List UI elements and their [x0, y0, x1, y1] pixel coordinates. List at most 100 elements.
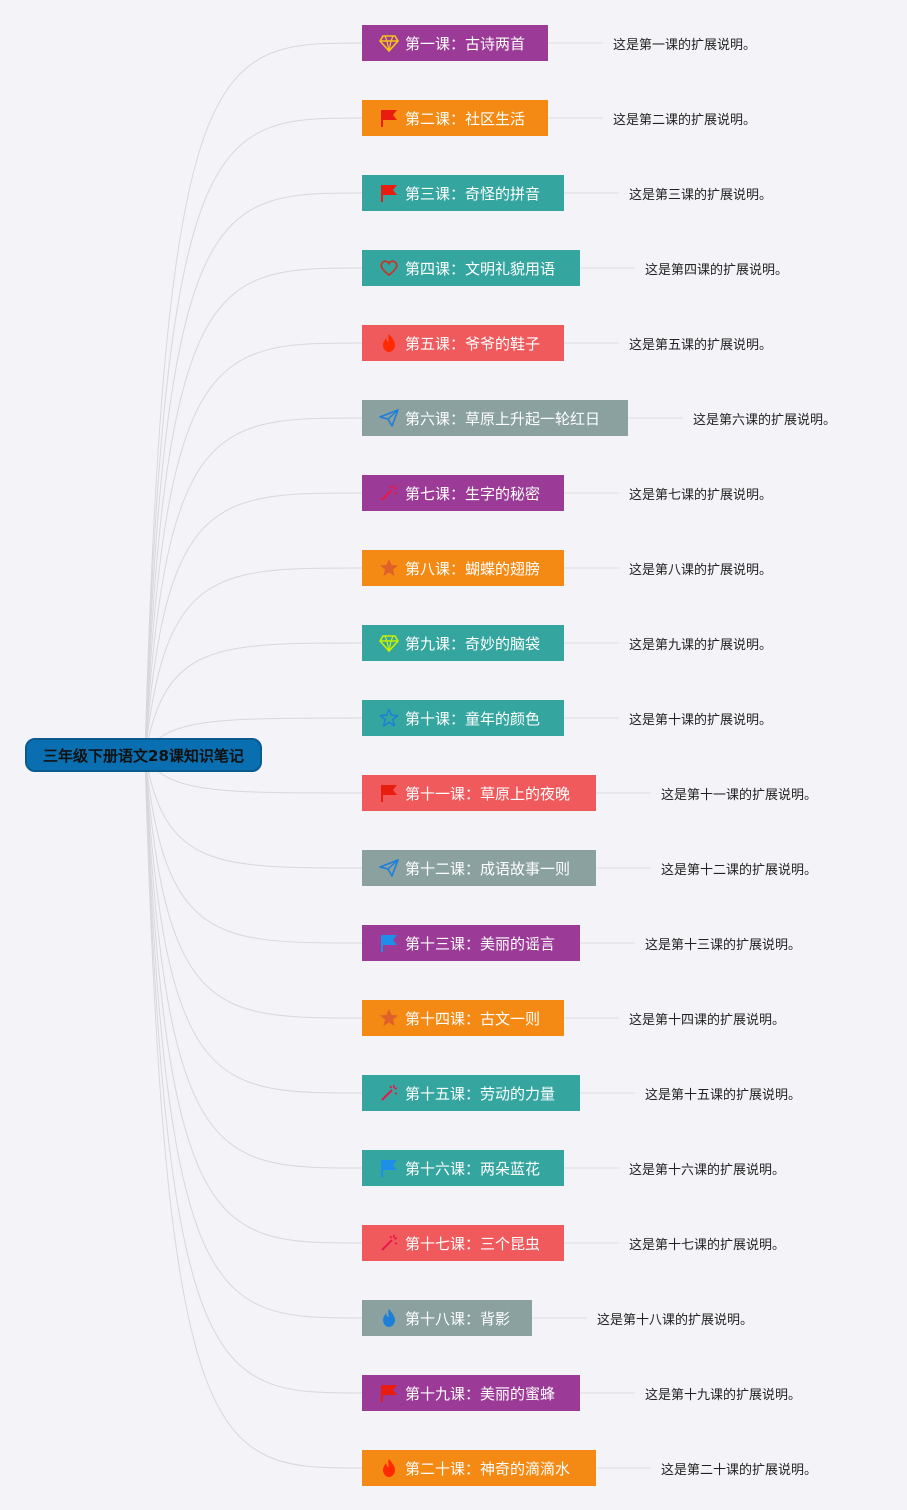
diamond-icon: [378, 633, 400, 653]
lesson-note[interactable]: 这是第四课的扩展说明。: [645, 262, 789, 278]
flag-icon: [378, 1158, 400, 1178]
lesson-title: 第十三课：美丽的谣言: [405, 934, 556, 953]
lesson-title: 第十八课：背影: [405, 1309, 511, 1328]
connector-line: [144, 117, 363, 756]
lesson-note[interactable]: 这是第十四课的扩展说明。: [629, 1012, 786, 1028]
lesson-note[interactable]: 这是第九课的扩展说明。: [629, 637, 773, 653]
lesson-note[interactable]: 这是第十八课的扩展说明。: [597, 1312, 754, 1328]
lesson-title: 第十四课：古文一则: [405, 1009, 541, 1028]
magic-wand-icon: [378, 1233, 400, 1253]
flag-icon: [378, 183, 400, 203]
star-icon: [378, 558, 400, 578]
flag-icon: [378, 933, 400, 953]
flag-icon: [378, 1383, 400, 1403]
lesson-node[interactable]: 第十一课：草原上的夜晚: [362, 775, 596, 811]
lesson-node[interactable]: 第十六课：两朵蓝花: [362, 1150, 564, 1186]
lesson-title: 第七课：生字的秘密: [405, 484, 541, 503]
lesson-title: 第十课：童年的颜色: [405, 709, 541, 728]
connector-line: [144, 267, 363, 756]
connector-line: [144, 754, 363, 869]
magic-wand-icon: [378, 483, 400, 503]
connector-line: [144, 642, 363, 756]
connector-line: [144, 754, 363, 1244]
lesson-title: 第二课：社区生活: [405, 109, 526, 128]
lesson-node[interactable]: 第二十课：神奇的滴滴水: [362, 1450, 596, 1486]
connector-line: [144, 754, 363, 1469]
lesson-node[interactable]: 第四课：文明礼貌用语: [362, 250, 580, 286]
lesson-title: 第二十课：神奇的滴滴水: [405, 1459, 571, 1478]
lesson-node[interactable]: 第十课：童年的颜色: [362, 700, 564, 736]
paper-plane-icon: [378, 858, 400, 878]
lesson-node[interactable]: 第十四课：古文一则: [362, 1000, 564, 1036]
flame-icon: [378, 1458, 400, 1478]
lesson-node[interactable]: 第十八课：背影: [362, 1300, 532, 1336]
connector-line: [144, 754, 363, 1094]
lesson-node[interactable]: 第五课：爷爷的鞋子: [362, 325, 564, 361]
lesson-title: 第五课：爷爷的鞋子: [405, 334, 541, 353]
lesson-title: 第三课：奇怪的拼音: [405, 184, 541, 203]
connector-line: [144, 192, 363, 756]
flame-icon: [378, 333, 400, 353]
lesson-node[interactable]: 第十九课：美丽的蜜蜂: [362, 1375, 580, 1411]
lesson-title: 第十七课：三个昆虫: [405, 1234, 541, 1253]
connector-line: [144, 492, 363, 756]
connector-line: [144, 754, 363, 1319]
lesson-note[interactable]: 这是第五课的扩展说明。: [629, 337, 773, 353]
lesson-note[interactable]: 这是第十课的扩展说明。: [629, 712, 773, 728]
connector-line: [144, 567, 363, 756]
lesson-note[interactable]: 这是第六课的扩展说明。: [693, 412, 837, 428]
lesson-node[interactable]: 第八课：蝴蝶的翅膀: [362, 550, 564, 586]
lesson-node[interactable]: 第六课：草原上升起一轮红日: [362, 400, 628, 436]
connector-line: [144, 417, 363, 756]
paper-plane-icon: [378, 408, 400, 428]
lesson-node[interactable]: 第十七课：三个昆虫: [362, 1225, 564, 1261]
connector-line: [144, 754, 363, 944]
heart-icon: [378, 258, 400, 278]
lesson-note[interactable]: 这是第三课的扩展说明。: [629, 187, 773, 203]
lesson-note[interactable]: 这是第一课的扩展说明。: [613, 37, 757, 53]
lesson-note[interactable]: 这是第十三课的扩展说明。: [645, 937, 802, 953]
lesson-note[interactable]: 这是第二课的扩展说明。: [613, 112, 757, 128]
root-topic[interactable]: 三年级下册语文28课知识笔记: [25, 738, 262, 772]
lesson-title: 第十二课：成语故事一则: [405, 859, 571, 878]
connector-line: [144, 342, 363, 756]
lesson-title: 第四课：文明礼貌用语: [405, 259, 556, 278]
lesson-note[interactable]: 这是第十九课的扩展说明。: [645, 1387, 802, 1403]
magic-wand-icon: [378, 1083, 400, 1103]
flag-icon: [378, 108, 400, 128]
lesson-node[interactable]: 第二课：社区生活: [362, 100, 548, 136]
lesson-note[interactable]: 这是第八课的扩展说明。: [629, 562, 773, 578]
lesson-note[interactable]: 这是第十七课的扩展说明。: [629, 1237, 786, 1253]
root-topic-label: 三年级下册语文28课知识笔记: [43, 746, 244, 765]
lesson-title: 第一课：古诗两首: [405, 34, 526, 53]
lesson-note[interactable]: 这是第十五课的扩展说明。: [645, 1087, 802, 1103]
lesson-title: 第六课：草原上升起一轮红日: [405, 409, 601, 428]
lesson-node[interactable]: 第九课：奇妙的脑袋: [362, 625, 564, 661]
lesson-node[interactable]: 第七课：生字的秘密: [362, 475, 564, 511]
connector-line: [144, 42, 363, 756]
lesson-note[interactable]: 这是第七课的扩展说明。: [629, 487, 773, 503]
connector-line: [144, 754, 363, 1019]
flag-icon: [378, 783, 400, 803]
flame-icon: [378, 1308, 400, 1328]
lesson-node[interactable]: 第十三课：美丽的谣言: [362, 925, 580, 961]
lesson-node[interactable]: 第十五课：劳动的力量: [362, 1075, 580, 1111]
lesson-node[interactable]: 第一课：古诗两首: [362, 25, 548, 61]
lesson-note[interactable]: 这是第十六课的扩展说明。: [629, 1162, 786, 1178]
lesson-title: 第八课：蝴蝶的翅膀: [405, 559, 541, 578]
star-outline-icon: [378, 708, 400, 728]
lesson-title: 第九课：奇妙的脑袋: [405, 634, 541, 653]
lesson-title: 第十一课：草原上的夜晚: [405, 784, 571, 803]
lesson-note[interactable]: 这是第十一课的扩展说明。: [661, 787, 818, 803]
star-icon: [378, 1008, 400, 1028]
lesson-node[interactable]: 第三课：奇怪的拼音: [362, 175, 564, 211]
lesson-node[interactable]: 第十二课：成语故事一则: [362, 850, 596, 886]
lesson-note[interactable]: 这是第二十课的扩展说明。: [661, 1462, 818, 1478]
connector-line: [144, 754, 363, 1169]
connector-line: [144, 754, 363, 1394]
diamond-icon: [378, 33, 400, 53]
lesson-note[interactable]: 这是第十二课的扩展说明。: [661, 862, 818, 878]
lesson-title: 第十六课：两朵蓝花: [405, 1159, 541, 1178]
